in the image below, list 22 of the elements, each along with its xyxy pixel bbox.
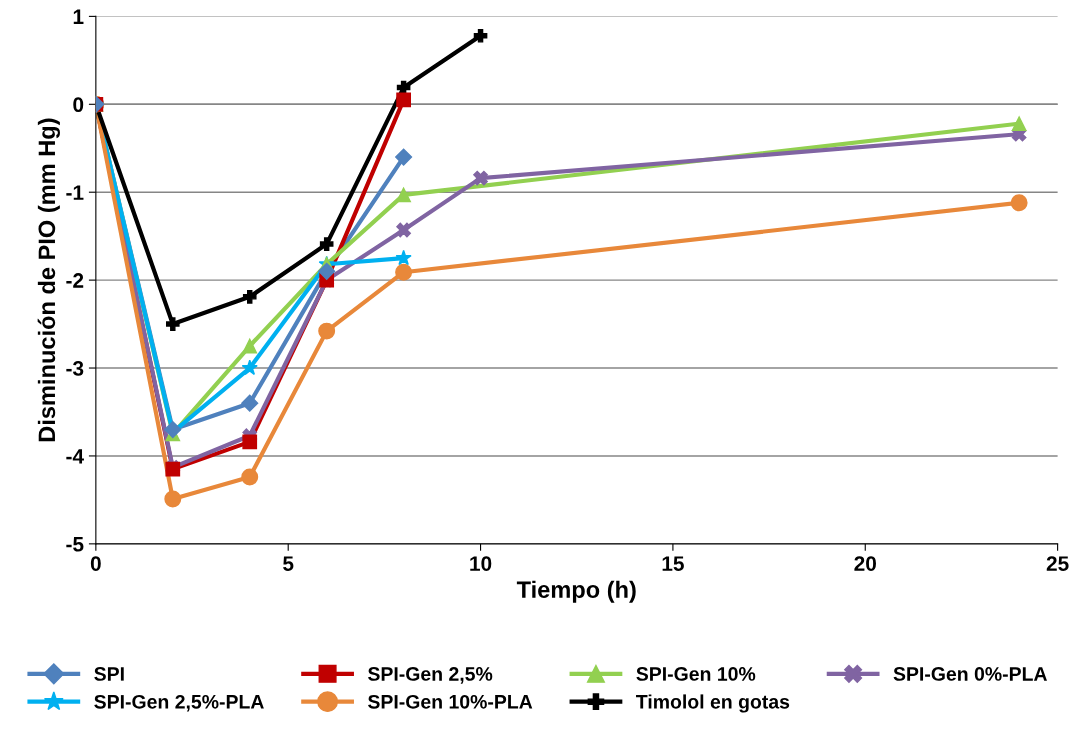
legend-label: SPI-Gen 2,5% [368, 667, 493, 684]
legend-label: SPI-Gen 10% [636, 667, 756, 681]
y-tick-label: -5 [66, 537, 84, 552]
legend-label: Timolol en gotas [636, 694, 790, 713]
y-tick-label: 1 [73, 9, 84, 24]
y-axis-title: Disminución de PIO (mm Hg) [37, 118, 60, 442]
x-tick-label: 10 [470, 556, 492, 571]
x-tick-label: 15 [662, 556, 684, 571]
legend-label: SPI-Gen 0%-PLA [893, 667, 1047, 681]
y-tick-label: -1 [66, 185, 84, 200]
y-tick-label: -4 [66, 449, 84, 464]
x-axis-title: Tiempo (h) [516, 580, 636, 603]
x-tick-label: 5 [283, 556, 294, 571]
x-tick-label: 0 [90, 556, 101, 571]
x-tick-label: 25 [1046, 556, 1069, 571]
legend-label: SPI-Gen 10%-PLA [368, 694, 533, 709]
legend-label: SPI-Gen 2,5%-PLA [94, 694, 264, 712]
x-tick-label: 20 [854, 556, 876, 571]
y-tick-label: 0 [73, 97, 84, 113]
legend-label: SPI [94, 667, 124, 681]
y-tick-label: -3 [66, 361, 84, 376]
y-tick-label: -2 [66, 273, 84, 288]
